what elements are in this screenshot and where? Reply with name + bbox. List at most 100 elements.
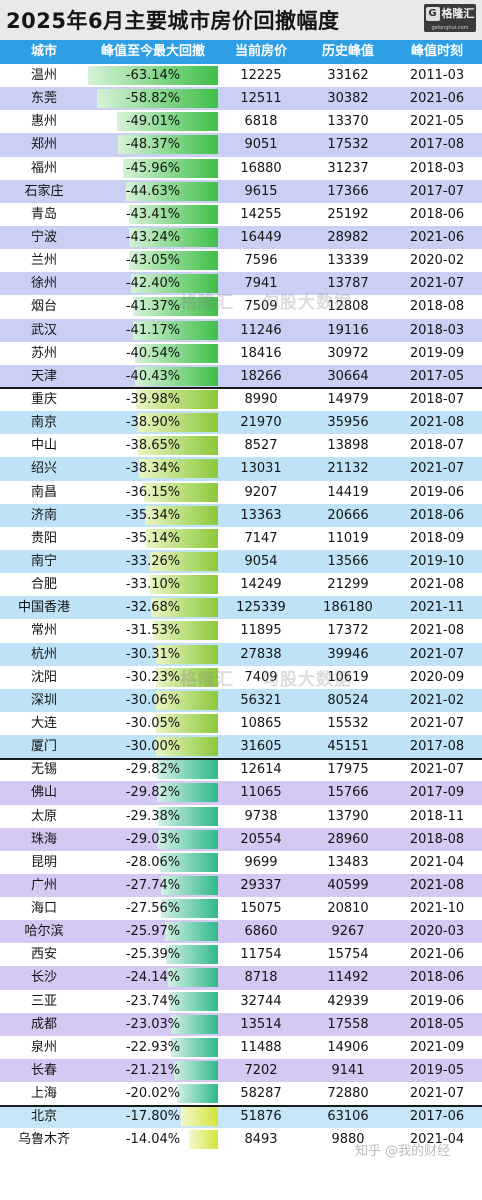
peak-price-cell: 15754 <box>327 947 369 963</box>
table-row: 太原 -29.38% 9738 13790 2018-11 <box>0 804 482 828</box>
table-row: 重庆 -39.98% 8990 14979 2018-07 <box>0 387 482 412</box>
city-cell: 南宁 <box>30 553 57 569</box>
peak-time-cell: 2021-07 <box>409 762 465 778</box>
table-row: 昆明 -28.06% 9699 13483 2021-04 <box>0 850 482 874</box>
peak-time-cell: 2021-07 <box>409 715 465 731</box>
peak-price-cell: 20810 <box>327 901 369 917</box>
drawdown-value: -30.00% <box>125 739 181 755</box>
peak-time-cell: 2011-03 <box>409 68 465 83</box>
peak-time-cell: 2018-06 <box>409 507 465 523</box>
peak-price-cell: 72880 <box>327 1086 369 1102</box>
drawdown-bar <box>160 875 218 895</box>
city-cell: 厦门 <box>30 739 57 755</box>
current-price-cell: 13031 <box>240 461 282 477</box>
drawdown-bar <box>134 343 218 363</box>
current-price-cell: 29337 <box>240 877 282 893</box>
logo-url: gelonghui.com <box>431 25 469 31</box>
drawdown-bar <box>189 1130 218 1150</box>
drawdown-bar <box>170 1014 218 1034</box>
city-cell: 西安 <box>30 947 57 963</box>
table-row: 乌鲁木齐 -14.04% 8493 9880 2021-04 <box>0 1128 482 1152</box>
current-price-cell: 9054 <box>244 553 278 569</box>
drawdown-cell: -49.01% <box>88 110 218 133</box>
drawdown-cell: -14.04% <box>88 1128 218 1151</box>
drawdown-cell: -35.34% <box>88 504 218 527</box>
peak-price-cell: 12808 <box>327 299 369 315</box>
table-row: 天津 -40.43% 18266 30664 2017-05 <box>0 364 482 388</box>
drawdown-value: -30.23% <box>125 669 181 685</box>
current-price-cell: 11488 <box>240 1039 282 1055</box>
city-cell: 惠州 <box>30 114 57 130</box>
peak-price-cell: 11492 <box>327 970 369 986</box>
drawdown-bar <box>170 1037 218 1057</box>
peak-time-cell: 2017-05 <box>409 368 465 384</box>
current-price-cell: 32744 <box>240 993 282 1009</box>
table-row: 贵阳 -35.14% 7147 11019 2018-09 <box>0 526 482 550</box>
peak-time-cell: 2021-07 <box>409 646 465 662</box>
peak-price-cell: 13566 <box>327 553 369 569</box>
peak-time-cell: 2020-03 <box>409 924 465 940</box>
city-cell: 三亚 <box>30 993 57 1009</box>
drawdown-value: -58.82% <box>125 91 181 107</box>
peak-time-cell: 2021-07 <box>409 1086 465 1102</box>
current-price-cell: 6818 <box>244 114 278 130</box>
peak-time-cell: 2018-08 <box>409 299 465 315</box>
header-drawdown: 峰值至今最大回撤 <box>100 44 205 59</box>
city-cell: 沈阳 <box>30 669 57 685</box>
table-row: 徐州 -42.40% 7941 13787 2021-07 <box>0 272 482 296</box>
drawdown-value: -21.21% <box>125 1063 181 1079</box>
current-price-cell: 8990 <box>244 391 278 407</box>
drawdown-bar <box>123 158 218 178</box>
table-row: 广州 -27.74% 29337 40599 2021-08 <box>0 873 482 898</box>
table-row: 石家庄 -44.63% 9615 17366 2017-07 <box>0 179 482 203</box>
table-row: 苏州 -40.54% 18416 30972 2019-09 <box>0 341 482 365</box>
drawdown-value: -31.53% <box>125 623 181 639</box>
drawdown-bar <box>138 436 218 456</box>
current-price-cell: 14249 <box>240 577 282 593</box>
drawdown-cell: -42.40% <box>88 272 218 295</box>
title-bar: 2025年6月主要城市房价回撤幅度 G 格隆汇 gelonghui.com <box>0 0 482 40</box>
drawdown-bar <box>145 505 218 525</box>
current-price-cell: 18266 <box>240 368 282 384</box>
peak-time-cell: 2018-03 <box>409 322 465 338</box>
drawdown-bar <box>174 1061 218 1081</box>
logo-name: 格隆汇 <box>441 7 475 20</box>
drawdown-bar <box>169 991 218 1011</box>
header-peak-price: 历史峰值 <box>321 44 374 59</box>
peak-price-cell: 35956 <box>327 415 369 431</box>
drawdown-cell: -41.37% <box>88 295 218 318</box>
table-row: 绍兴 -38.34% 13031 21132 2021-07 <box>0 457 482 481</box>
drawdown-value: -29.03% <box>125 831 181 847</box>
current-price-cell: 12511 <box>240 91 282 107</box>
drawdown-value: -33.10% <box>125 577 181 593</box>
peak-time-cell: 2018-07 <box>409 438 465 454</box>
drawdown-cell: -33.10% <box>88 573 218 596</box>
current-price-cell: 7509 <box>244 299 278 315</box>
peak-price-cell: 186180 <box>323 600 373 616</box>
drawdown-bar <box>165 945 218 965</box>
drawdown-cell: -23.74% <box>88 990 218 1013</box>
table-row: 长春 -21.21% 7202 9141 2019-05 <box>0 1059 482 1083</box>
drawdown-value: -40.54% <box>125 345 181 361</box>
table-row: 济南 -35.34% 13363 20666 2018-06 <box>0 503 482 527</box>
table-row: 成都 -23.03% 13514 17558 2018-05 <box>0 1012 482 1036</box>
current-price-cell: 11065 <box>240 785 282 801</box>
current-price-cell: 9699 <box>244 854 278 870</box>
drawdown-cell: -29.82% <box>88 781 218 804</box>
peak-price-cell: 45151 <box>327 739 369 755</box>
peak-time-cell: 2018-05 <box>409 1016 465 1032</box>
group-divider <box>0 757 482 760</box>
table-row: 南昌 -36.15% 9207 14419 2019-06 <box>0 480 482 504</box>
group-divider <box>0 387 482 390</box>
peak-price-cell: 33162 <box>327 68 369 83</box>
current-price-cell: 8718 <box>244 970 278 986</box>
drawdown-bar <box>156 737 218 757</box>
drawdown-bar <box>145 528 218 548</box>
city-cell: 成都 <box>30 1016 57 1032</box>
header-peak-time: 峰值时刻 <box>410 44 463 59</box>
city-cell: 绍兴 <box>30 461 57 477</box>
current-price-cell: 11754 <box>240 947 282 963</box>
drawdown-cell: -41.17% <box>88 319 218 342</box>
city-cell: 兰州 <box>30 253 57 269</box>
peak-time-cell: 2021-05 <box>409 114 465 130</box>
